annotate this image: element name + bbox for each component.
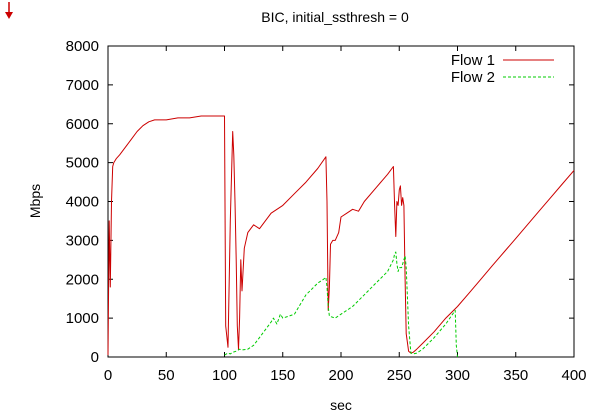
- legend-label-flow-1: Flow 1: [451, 52, 495, 69]
- y-tick-label: 8000: [66, 38, 99, 55]
- chart-title: BIC, initial_ssthresh = 0: [261, 9, 409, 25]
- x-tick-label: 0: [104, 367, 112, 384]
- y-tick-label: 4000: [66, 194, 99, 211]
- x-axis: 0 50 100 150 200 250 300 350 400: [104, 46, 587, 384]
- legend-entry-flow-1: Flow 1: [451, 52, 554, 69]
- y-tick-label: 7000: [66, 77, 99, 94]
- legend: Flow 1 Flow 2: [451, 52, 554, 86]
- x-tick-label: 100: [212, 367, 237, 384]
- legend-entry-flow-2: Flow 2: [451, 69, 554, 86]
- y-axis: 0 1000 2000 3000 4000 5000 6000 7000 8000: [66, 38, 574, 366]
- y-tick-label: 3000: [66, 232, 99, 249]
- x-tick-label: 350: [503, 367, 528, 384]
- x-tick-label: 150: [270, 367, 295, 384]
- x-axis-title: sec: [330, 397, 352, 413]
- y-tick-label: 2000: [66, 271, 99, 288]
- arrow-down-icon: [5, 2, 13, 19]
- series-line-flow-1: [107, 115, 575, 356]
- plot-frame: [107, 45, 575, 358]
- y-tick-label: 0: [91, 349, 99, 366]
- legend-label-flow-2: Flow 2: [451, 69, 495, 86]
- x-tick-label: 50: [158, 367, 175, 384]
- x-tick-label: 400: [561, 367, 586, 384]
- series-layer: [107, 115, 575, 358]
- y-tick-label: 1000: [66, 310, 99, 327]
- y-axis-title: Mbps: [27, 184, 43, 218]
- y-tick-label: 5000: [66, 155, 99, 172]
- series-line-flow-2: [224, 251, 458, 358]
- x-tick-label: 200: [328, 367, 353, 384]
- y-tick-label: 6000: [66, 116, 99, 133]
- x-tick-label: 250: [387, 367, 412, 384]
- x-tick-label: 300: [445, 367, 470, 384]
